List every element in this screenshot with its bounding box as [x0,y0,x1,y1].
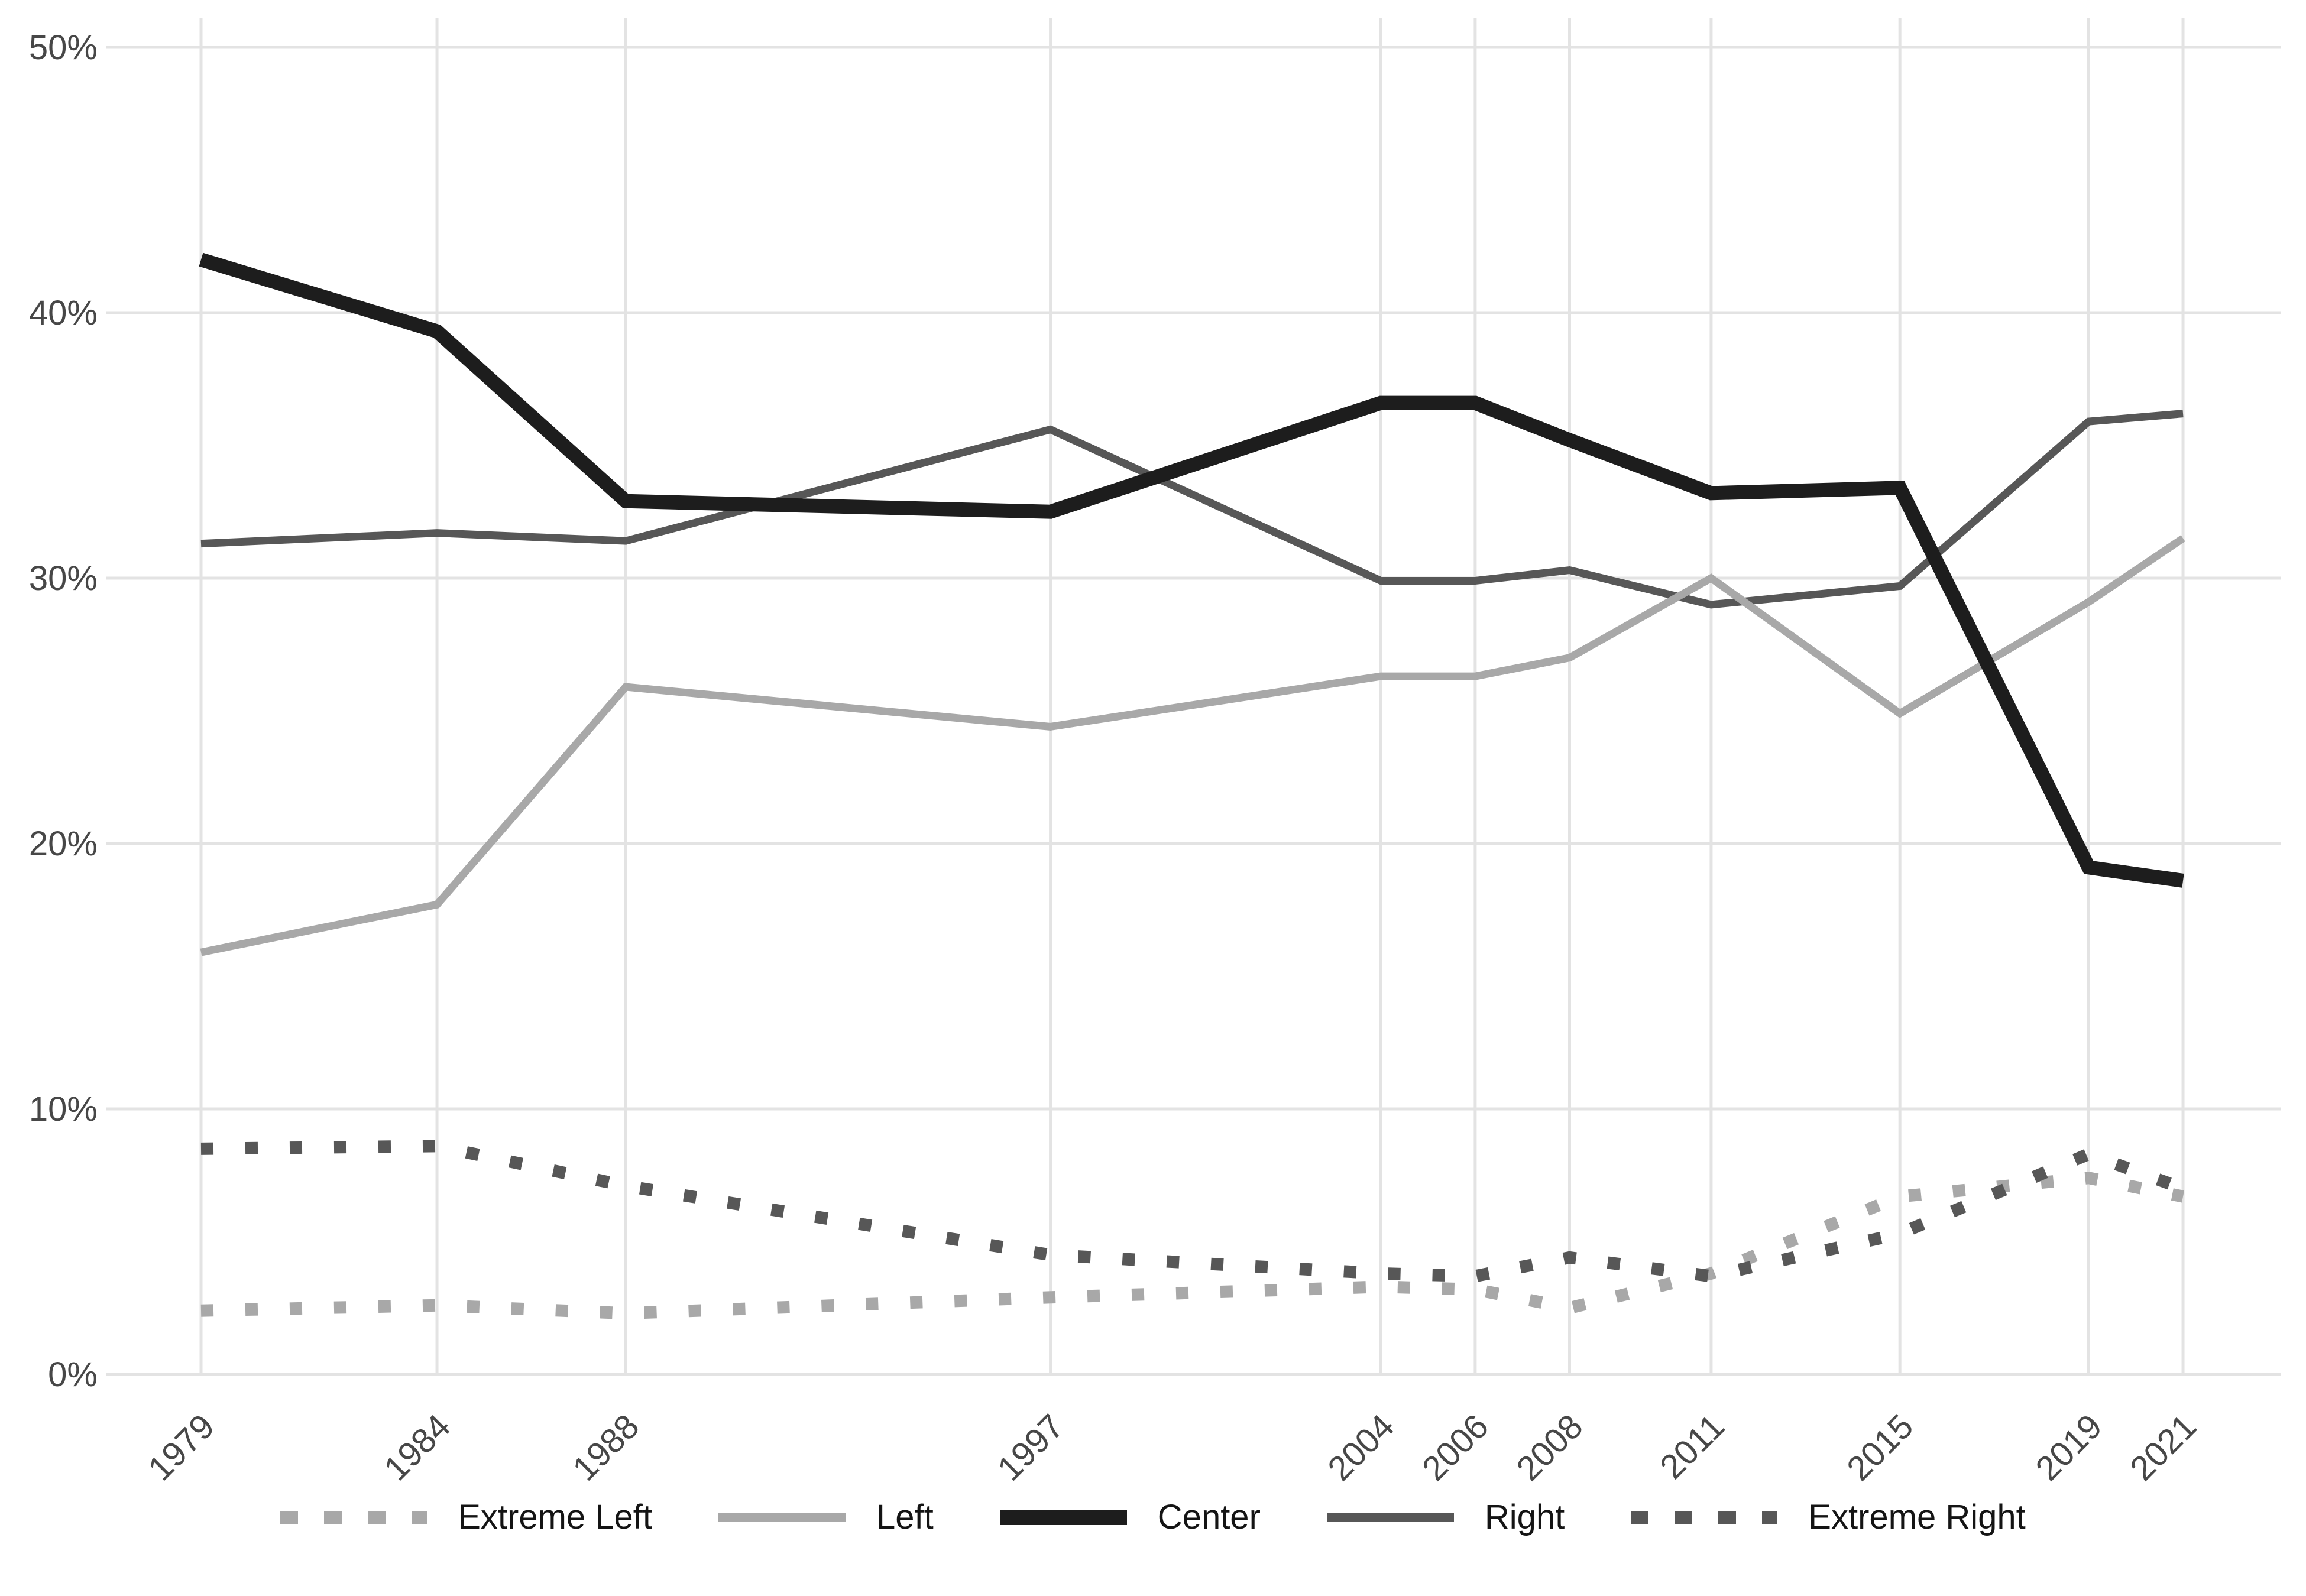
x-tick-label: 2006 [1415,1407,1496,1488]
legend-label-left: Left [876,1498,934,1536]
x-tick-label: 2004 [1320,1407,1401,1488]
y-tick-label: 20% [29,825,98,863]
legend-label-extreme-right: Extreme Right [1808,1498,2026,1536]
x-tick-label: 2019 [2028,1407,2109,1488]
series-line-left [200,535,2185,956]
legend-item-extreme-right: Extreme Right [1631,1498,2026,1536]
series-line-extreme-right [200,1140,2185,1283]
y-tick-label: 0% [48,1355,98,1394]
x-tick-label: 1984 [377,1407,458,1488]
legend-item-extreme-left: Extreme Left [280,1500,652,1535]
series-line-right [200,410,2184,609]
y-tick-label: 30% [29,559,98,598]
legend-key-extreme-right-icon [1631,1511,1778,1524]
legend-item-right: Right [1326,1498,1565,1536]
series-line-extreme-left [200,1172,2185,1320]
x-tick-label: 1997 [990,1407,1071,1488]
legend-item-left: Left [718,1500,934,1535]
legend-key-left-icon [718,1513,846,1522]
legend: Extreme Left Left Center Right Extreme R… [0,1500,2306,1535]
legend-key-extreme-left-icon [280,1511,427,1524]
x-tick-label: 2008 [1509,1407,1590,1488]
x-tick-label: 1979 [141,1407,222,1488]
y-tick-label: 50% [29,28,98,67]
series-line-center [199,252,2184,888]
legend-key-right-icon [1326,1513,1454,1522]
legend-key-center-icon [999,1510,1127,1525]
y-tick-label: 10% [29,1090,98,1128]
y-tick-label: 40% [29,294,98,332]
x-tick-label: 1988 [565,1407,646,1488]
x-tick-label: 2015 [1839,1407,1920,1488]
legend-item-center: Center [999,1498,1261,1536]
legend-label-right: Right [1484,1498,1565,1536]
x-tick-label: 2011 [1653,1407,1732,1486]
legend-label-center: Center [1157,1498,1261,1536]
legend-label-extreme-left: Extreme Left [458,1498,653,1536]
x-tick-label: 2021 [2123,1407,2204,1488]
